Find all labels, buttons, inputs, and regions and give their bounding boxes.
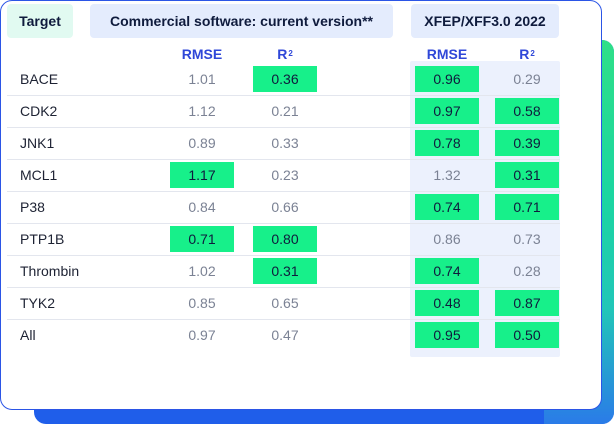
row-separator xyxy=(7,127,560,128)
row-separator xyxy=(7,255,560,256)
commercial-rmse-cell: 1.01 xyxy=(188,71,216,87)
comparison-table-card: Target Commercial software: current vers… xyxy=(0,0,602,410)
commercial-rmse-cell: 1.02 xyxy=(188,263,216,279)
xfep-r2-cell: 0.71 xyxy=(495,194,559,220)
xfep-r2-cell: 0.73 xyxy=(513,231,541,247)
commercial-rmse-cell: 0.89 xyxy=(188,135,216,151)
commercial-r2-cell: 0.36 xyxy=(253,66,317,92)
commercial-r2-cell: 0.31 xyxy=(253,258,317,284)
row-target-label: BACE xyxy=(20,71,59,87)
xfep-r2-cell: 0.28 xyxy=(513,263,541,279)
xfep-r2-cell: 0.29 xyxy=(513,71,541,87)
commercial-rmse-cell: 1.17 xyxy=(170,162,234,188)
row-target-label: TYK2 xyxy=(20,295,56,311)
xfep-rmse-cell: 0.96 xyxy=(415,66,479,92)
xfep-rmse-cell: 0.74 xyxy=(415,194,479,220)
row-separator xyxy=(7,223,560,224)
commercial-rmse-cell: 0.97 xyxy=(188,327,216,343)
commercial-rmse-cell: 0.84 xyxy=(188,199,216,215)
xfep-header: XFEP/XFF3.0 2022 xyxy=(411,4,559,38)
commercial-rmse-label: RMSE xyxy=(181,46,223,62)
row-separator xyxy=(7,319,560,320)
xfep-rmse-cell: 0.74 xyxy=(415,258,479,284)
commercial-r2-cell: 0.80 xyxy=(253,226,317,252)
xfep-r2-cell: 0.87 xyxy=(495,290,559,316)
commercial-r2-cell: 0.33 xyxy=(271,135,299,151)
xfep-r2-cell: 0.39 xyxy=(495,130,559,156)
xfep-rmse-cell: 0.97 xyxy=(415,98,479,124)
commercial-r2-cell: 0.23 xyxy=(271,167,299,183)
commercial-r2-cell: 0.47 xyxy=(271,327,299,343)
target-header: Target xyxy=(7,4,73,38)
commercial-r2-cell: 0.21 xyxy=(271,103,299,119)
xfep-rmse-cell: 0.48 xyxy=(415,290,479,316)
commercial-rmse-cell: 1.12 xyxy=(188,103,216,119)
row-separator xyxy=(7,287,560,288)
row-target-label: P38 xyxy=(20,199,45,215)
xfep-rmse-cell: 0.78 xyxy=(415,130,479,156)
xfep-rmse-cell: 0.95 xyxy=(415,322,479,348)
commercial-rmse-cell: 0.85 xyxy=(188,295,216,311)
row-target-label: CDK2 xyxy=(20,103,58,119)
commercial-software-header: Commercial software: current version** xyxy=(90,4,393,38)
xfep-rmse-cell: 1.32 xyxy=(433,167,461,183)
row-target-label: Thrombin xyxy=(20,263,80,279)
row-target-label: PTP1B xyxy=(20,231,65,247)
xfep-rmse-cell: 0.86 xyxy=(433,231,461,247)
xfep-r2-cell: 0.58 xyxy=(495,98,559,124)
row-separator xyxy=(7,159,560,160)
row-target-label: MCL1 xyxy=(20,167,58,183)
commercial-r2-cell: 0.66 xyxy=(271,199,299,215)
row-separator xyxy=(7,95,560,96)
row-target-label: All xyxy=(20,327,36,343)
xfep-r2-cell: 0.31 xyxy=(495,162,559,188)
commercial-r2-cell: 0.65 xyxy=(271,295,299,311)
xfep-rmse-label: RMSE xyxy=(426,46,468,62)
row-separator xyxy=(7,191,560,192)
xfep-r2-cell: 0.50 xyxy=(495,322,559,348)
commercial-rmse-cell: 0.71 xyxy=(170,226,234,252)
row-target-label: JNK1 xyxy=(20,135,55,151)
